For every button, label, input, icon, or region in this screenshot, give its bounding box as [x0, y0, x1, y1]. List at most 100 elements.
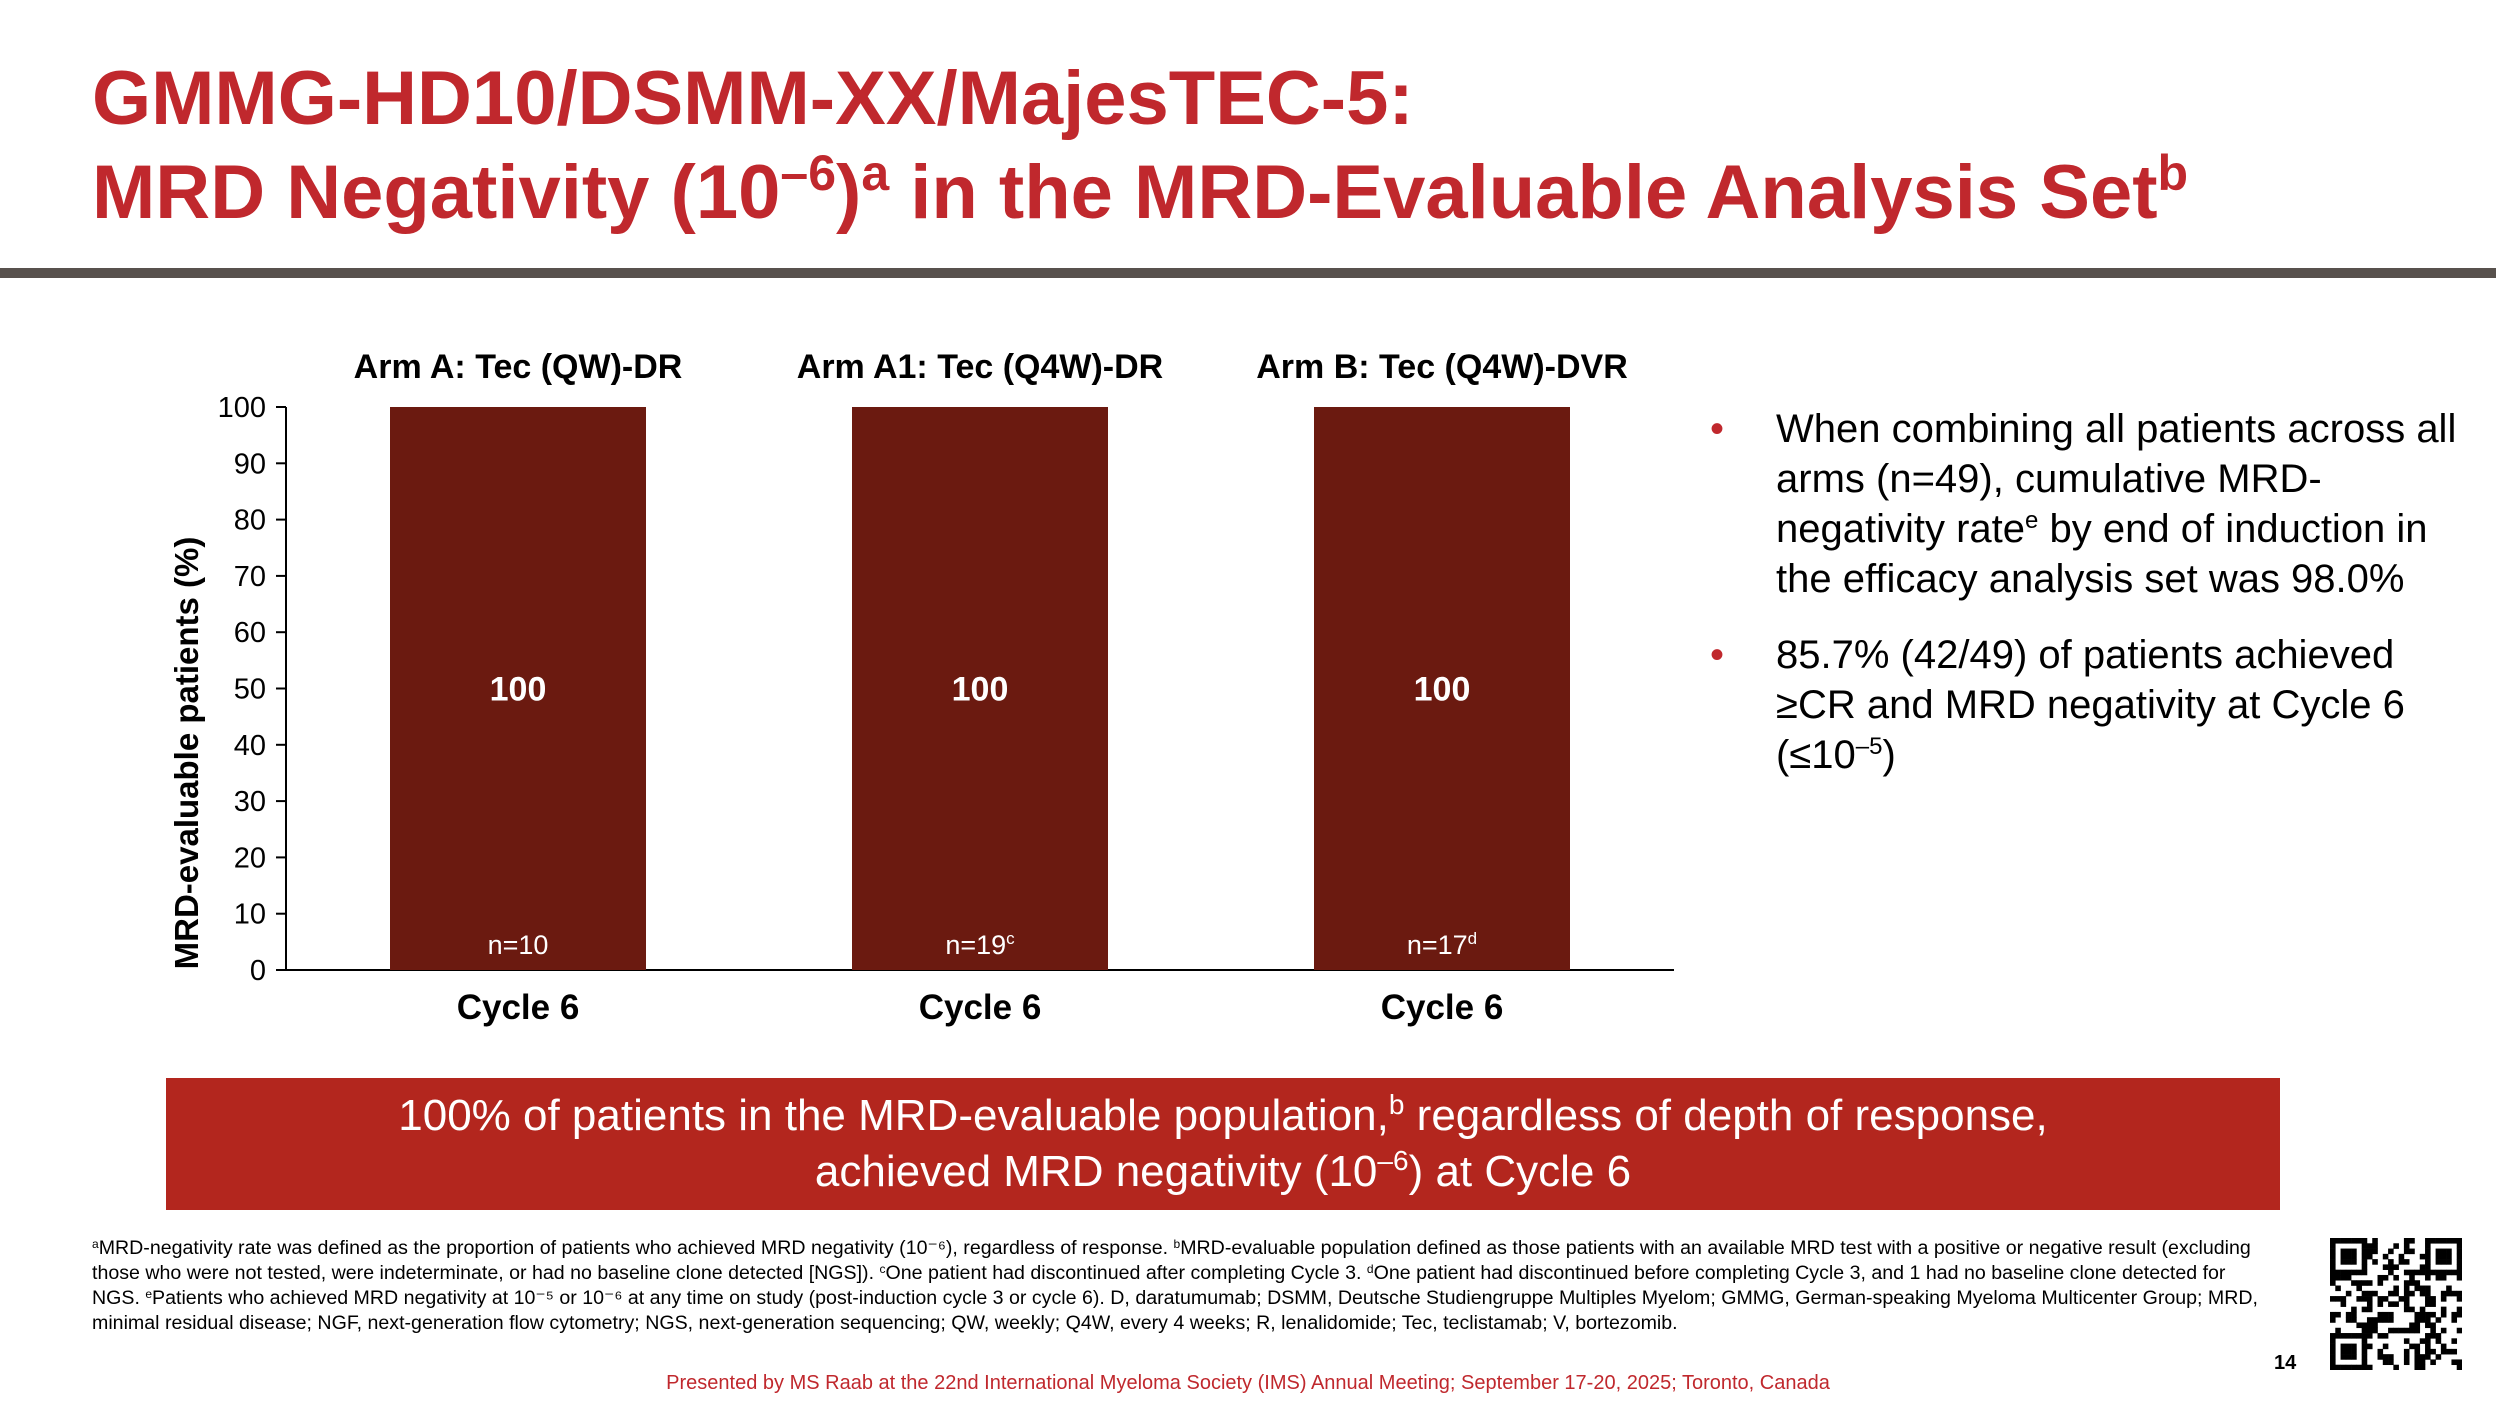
- qr-cell: [2388, 1311, 2394, 1318]
- qr-cell: [2345, 1259, 2352, 1265]
- qr-cell: [2456, 1327, 2462, 1334]
- qr-cell: [2372, 1248, 2378, 1255]
- qr-cell: [2351, 1306, 2357, 1313]
- qr-cell: [2366, 1243, 2373, 1249]
- title-line-1: GMMG-HD10/DSMM-XX/MajesTEC-5:: [92, 56, 1414, 141]
- qr-cell: [2409, 1280, 2415, 1286]
- qr-cell: [2361, 1322, 2368, 1329]
- qr-cell: [2382, 1274, 2389, 1281]
- qr-cell: [2366, 1306, 2373, 1313]
- qr-cell: [2403, 1338, 2410, 1344]
- qr-cell: [2440, 1348, 2447, 1355]
- qr-cell: [2446, 1259, 2452, 1265]
- qr-cell: [2456, 1253, 2462, 1260]
- arm-label: Arm A1: Tec (Q4W)-DR: [797, 348, 1163, 386]
- qr-cell: [2419, 1290, 2426, 1297]
- qr-cell: [2456, 1296, 2462, 1302]
- footnote-sup: c: [879, 1262, 886, 1276]
- qr-cell: [2345, 1248, 2352, 1255]
- qr-cell: [2388, 1269, 2394, 1276]
- y-tick-label: 80: [234, 505, 266, 537]
- conclusion-banner: 100% of patients in the MRD-evaluable po…: [166, 1078, 2280, 1210]
- bullet-text-b: ): [1882, 733, 1896, 777]
- qr-cell: [2393, 1274, 2399, 1281]
- bullet-dot-icon: •: [1710, 407, 1725, 451]
- y-tick-label: 60: [234, 617, 266, 649]
- qr-cell: [2388, 1359, 2394, 1366]
- qr-cell: [2393, 1290, 2399, 1297]
- qr-cell: [2366, 1343, 2373, 1350]
- y-axis-ticks: 0 10 20 30 40 50 60 70 80 90 100: [218, 392, 286, 987]
- title-text-a: MRD Negativity (10: [92, 150, 781, 235]
- qr-cell: [2398, 1327, 2405, 1334]
- qr-cell: [2340, 1259, 2347, 1265]
- qr-cell: [2456, 1259, 2462, 1265]
- qr-cell: [2440, 1269, 2447, 1276]
- qr-cell: [2409, 1274, 2415, 1281]
- qr-cell: [2446, 1248, 2452, 1255]
- qr-cell: [2419, 1338, 2426, 1344]
- qr-cell: [2388, 1327, 2394, 1334]
- qr-cell: [2366, 1253, 2373, 1260]
- qr-cell: [2456, 1248, 2462, 1255]
- n-label: n=19c: [945, 929, 1015, 960]
- qr-cell: [2440, 1248, 2447, 1255]
- qr-cell: [2366, 1301, 2373, 1307]
- qr-cell: [2372, 1238, 2378, 1244]
- qr-cell: [2356, 1322, 2362, 1329]
- qr-cell: [2425, 1301, 2431, 1307]
- qr-cell: [2372, 1259, 2378, 1265]
- mrd-bar-chart: MRD-evaluable patients (%) 0 10 20 30 40 50 60…: [168, 348, 1674, 1027]
- slide-title: GMMG-HD10/DSMM-XX/MajesTEC-5: MRD Negati…: [92, 52, 2472, 240]
- qr-cell: [2425, 1338, 2431, 1344]
- qr-cell: [2345, 1317, 2352, 1323]
- bullet-item: • When combining all patients across all …: [1710, 404, 2470, 604]
- n-label-text: n=19: [945, 930, 1006, 960]
- title-exponent: –6: [780, 145, 837, 201]
- qr-cell: [2398, 1253, 2405, 1260]
- qr-cell: [2335, 1311, 2341, 1318]
- qr-cell: [2414, 1280, 2421, 1286]
- qr-cell: [2393, 1364, 2399, 1370]
- qr-cell: [2403, 1296, 2410, 1302]
- qr-code-icon[interactable]: [2330, 1238, 2462, 1370]
- qr-cell: [2330, 1338, 2336, 1344]
- qr-cell: [2330, 1248, 2336, 1255]
- qr-cell: [2361, 1327, 2368, 1334]
- n-label: n=10: [488, 930, 549, 960]
- qr-cell: [2435, 1317, 2442, 1323]
- qr-cell: [2409, 1322, 2415, 1329]
- n-label: n=17d: [1407, 929, 1477, 960]
- qr-cell: [2435, 1333, 2442, 1339]
- qr-cell: [2330, 1343, 2336, 1350]
- qr-cell: [2419, 1253, 2426, 1260]
- qr-cell: [2451, 1269, 2458, 1276]
- qr-cell: [2356, 1296, 2362, 1302]
- qr-cell: [2377, 1280, 2384, 1286]
- qr-cell: [2372, 1243, 2378, 1249]
- qr-cell: [2335, 1327, 2341, 1334]
- qr-cell: [2403, 1306, 2410, 1313]
- qr-cell: [2430, 1238, 2436, 1244]
- qr-cell: [2414, 1311, 2421, 1318]
- qr-cell: [2382, 1264, 2389, 1270]
- y-tick-label: 40: [234, 730, 266, 762]
- qr-cell: [2446, 1238, 2452, 1244]
- qr-cell: [2372, 1322, 2378, 1329]
- qr-cell: [2361, 1354, 2368, 1360]
- qr-cell: [2419, 1311, 2426, 1318]
- qr-cell: [2414, 1327, 2421, 1334]
- qr-cell: [2456, 1238, 2462, 1244]
- qr-cell: [2425, 1248, 2431, 1255]
- bullet-sup: –5: [1855, 733, 1883, 760]
- qr-cell: [2340, 1274, 2347, 1281]
- qr-cell: [2356, 1238, 2362, 1244]
- qr-cell: [2456, 1264, 2462, 1270]
- qr-cell: [2430, 1327, 2436, 1334]
- qr-cell: [2351, 1311, 2357, 1318]
- qr-cell: [2414, 1354, 2421, 1360]
- qr-cell: [2351, 1259, 2357, 1265]
- page-number: 14: [2274, 1352, 2297, 1374]
- qr-cell: [2366, 1248, 2373, 1255]
- qr-cell: [2377, 1333, 2384, 1339]
